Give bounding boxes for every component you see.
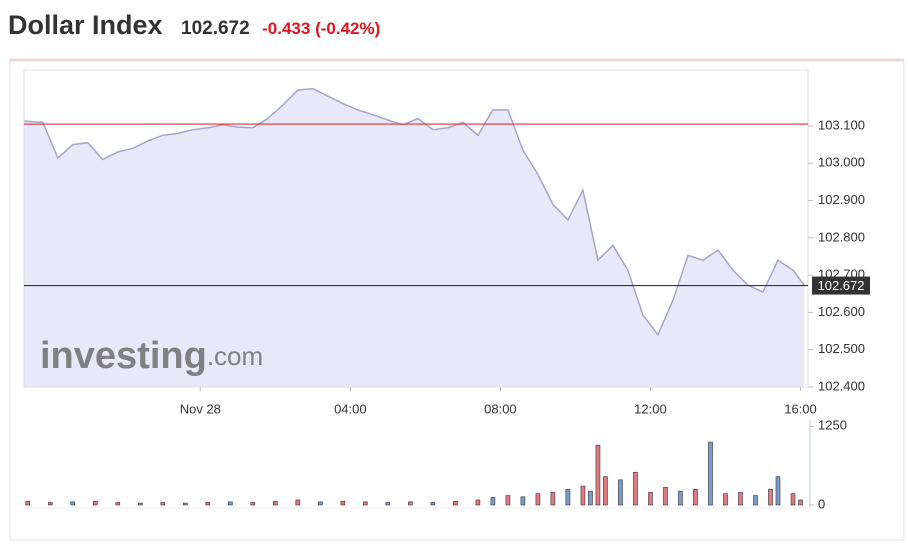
volume-bar [520, 496, 526, 506]
watermark-suffix: .com [207, 341, 263, 371]
volume-bar [580, 485, 586, 506]
volume-bar [775, 476, 781, 506]
volume-bar [363, 501, 368, 506]
volume-bar [723, 493, 728, 506]
volume-bar [753, 495, 758, 506]
volume-bar [588, 490, 593, 506]
volume-bar [228, 501, 233, 506]
price-tag [812, 276, 870, 295]
y-tick-label: 103.000 [818, 155, 865, 170]
volume-bar [490, 497, 496, 506]
y-tick-label: 102.800 [818, 229, 865, 244]
volume-bar [318, 501, 323, 506]
volume-bar [550, 492, 556, 506]
volume-bar [565, 488, 571, 506]
x-tick-label: 12:00 [634, 401, 667, 416]
price-tag-label: 102.672 [818, 278, 865, 293]
volume-bar [505, 495, 511, 506]
volume-bar [663, 487, 668, 506]
volume-bar [183, 502, 188, 506]
volume-bar [595, 444, 601, 506]
volume-bar [160, 502, 166, 506]
volume-bar [47, 502, 53, 506]
x-tick-label: 04:00 [334, 401, 367, 416]
volume-bar [738, 492, 743, 506]
volume-bar [205, 502, 211, 506]
y-tick-label: 102.600 [818, 304, 865, 319]
volume-bar [408, 501, 413, 506]
price-area [24, 88, 805, 387]
volume-bar [648, 492, 653, 506]
volume-bar [295, 499, 301, 506]
volume-bar [137, 502, 143, 506]
plot-frame [23, 69, 809, 388]
volume-bar [453, 500, 458, 506]
volume-bar [115, 502, 121, 506]
instrument-title: Dollar Index [8, 10, 163, 40]
volume-bar [603, 476, 608, 506]
volume-bar [385, 502, 391, 506]
y2-tick-label: 1250 [818, 418, 847, 433]
volume-bar [340, 500, 346, 506]
y2-tick-label: 0 [818, 496, 825, 511]
volume-bar [430, 502, 436, 506]
volume-bar [618, 479, 623, 506]
watermark-brand: investing [40, 335, 207, 377]
x-tick-label: 16:00 [784, 401, 817, 416]
volume-bar [92, 500, 98, 506]
y-tick-label: 102.500 [818, 341, 865, 356]
volume-bar [678, 490, 683, 506]
y-tick-label: 103.100 [818, 117, 865, 132]
volume-bar [768, 488, 773, 506]
volume-bar [798, 499, 803, 506]
volume-bar [70, 501, 76, 506]
x-tick-label: 08:00 [484, 401, 517, 416]
volume-bar [633, 471, 638, 506]
volume-bar [273, 500, 278, 506]
last-price: 102.672 [181, 18, 250, 39]
header: Dollar Index 102.672 -0.433 (-0.42%) [8, 10, 380, 41]
y-tick-label: 102.900 [818, 192, 865, 207]
volume-bar [708, 441, 713, 506]
volume-bar [250, 502, 256, 506]
volume-bar [475, 499, 481, 506]
price-change: -0.433 (-0.42%) [262, 19, 381, 38]
volume-bar [790, 493, 796, 506]
volume-bar [693, 488, 698, 506]
watermark: investing.com [40, 335, 263, 377]
volume-bar [535, 493, 541, 506]
y-tick-label: 102.400 [818, 378, 865, 393]
x-tick-label: Nov 28 [180, 401, 221, 416]
volume-bar [25, 500, 31, 506]
